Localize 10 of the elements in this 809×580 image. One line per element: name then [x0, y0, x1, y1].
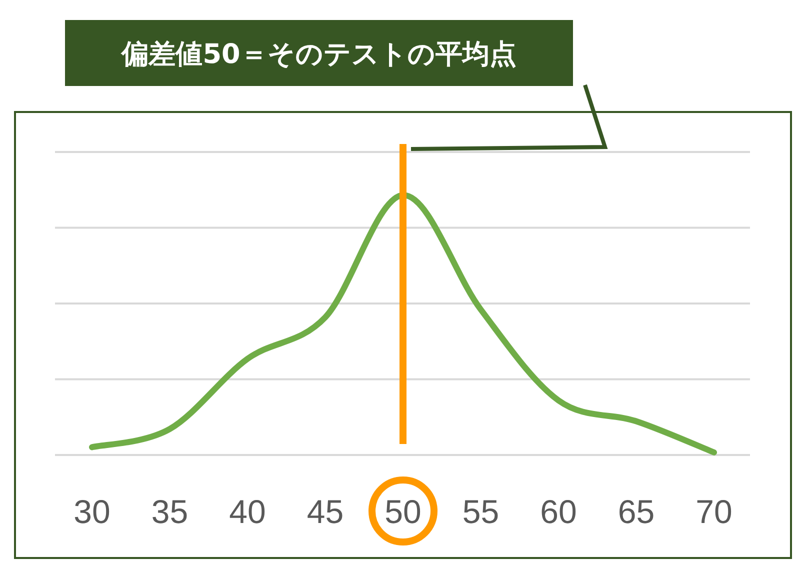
- x-tick-label: 55: [462, 493, 500, 530]
- x-tick-label: 50: [384, 493, 422, 530]
- x-tick-label: 60: [540, 493, 577, 530]
- x-tick-label: 70: [696, 493, 732, 530]
- x-tick-label: 35: [151, 493, 188, 530]
- x-tick-label: 45: [306, 493, 344, 530]
- text: 偏差値50＝そのテストの平均点: [120, 39, 516, 70]
- x-tick-label: 30: [74, 493, 110, 530]
- x-tick-label: 65: [618, 493, 655, 530]
- x-tick-label: 40: [229, 493, 266, 530]
